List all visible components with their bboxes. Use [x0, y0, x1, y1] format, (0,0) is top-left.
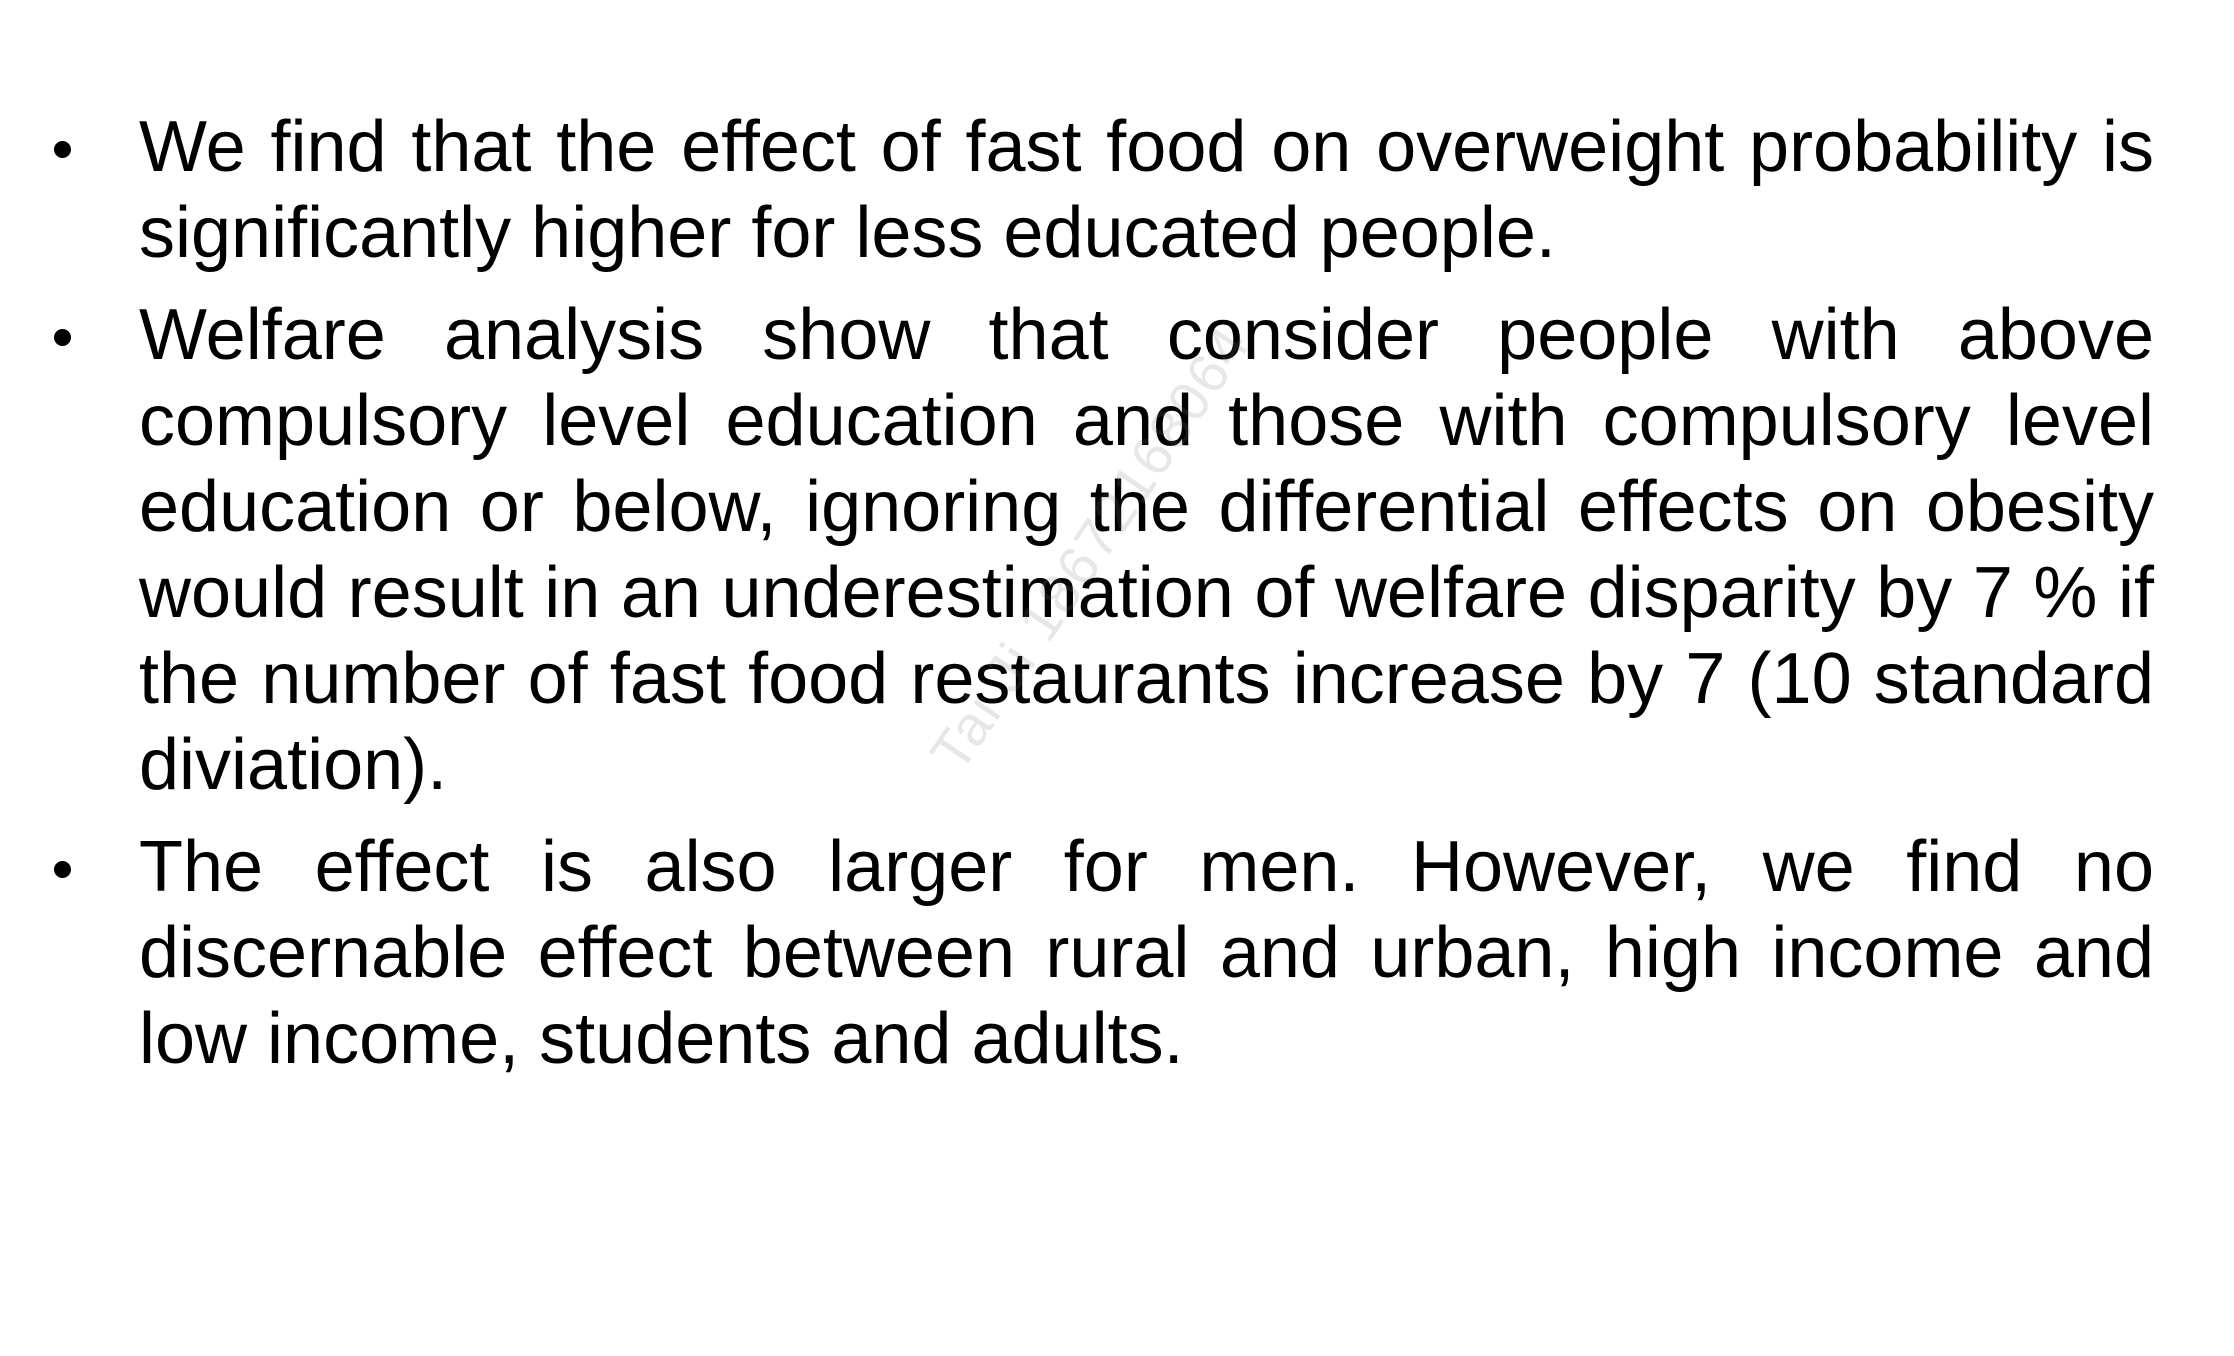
bullet-text: We find that the effect of fast food on … — [139, 107, 2154, 273]
bullet-item: Welfare analysis show that consider peop… — [40, 292, 2154, 808]
bullet-text: The effect is also larger for men. Howev… — [139, 827, 2154, 1079]
bullet-dot-icon — [54, 329, 71, 346]
bullet-item: The effect is also larger for men. Howev… — [40, 824, 2154, 1082]
bullet-dot-icon — [54, 141, 71, 158]
bullet-item: We find that the effect of fast food on … — [40, 104, 2154, 276]
bullet-list: We find that the effect of fast food on … — [40, 104, 2154, 1098]
bullet-dot-icon — [54, 861, 71, 878]
bullet-text: Welfare analysis show that consider peop… — [139, 295, 2154, 805]
